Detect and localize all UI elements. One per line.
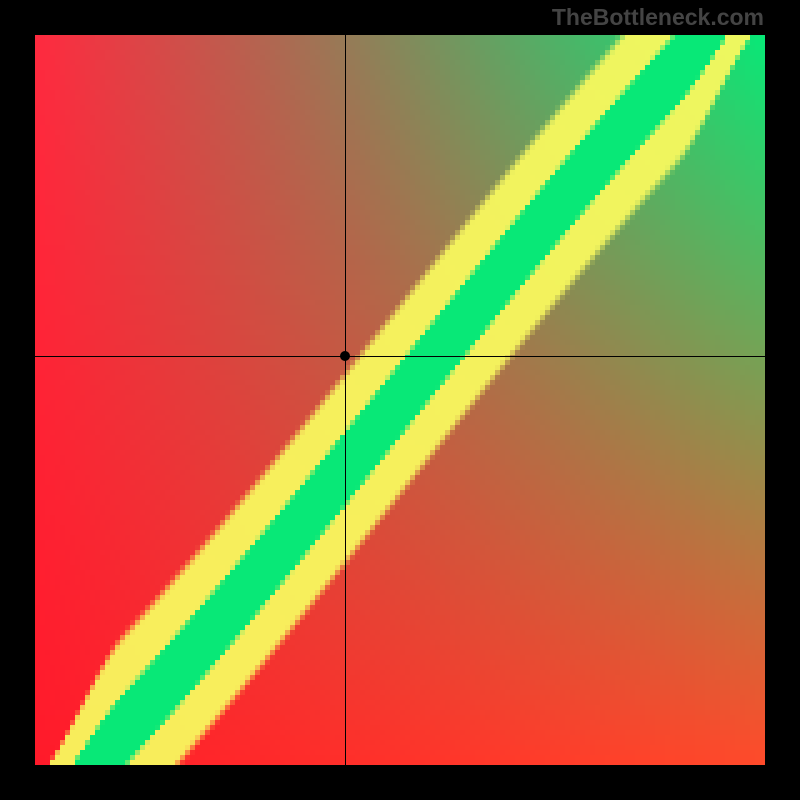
crosshair-vertical xyxy=(345,35,346,765)
bottleneck-heatmap xyxy=(35,35,765,765)
chart-container: TheBottleneck.com xyxy=(0,0,800,800)
crosshair-horizontal xyxy=(35,356,765,357)
watermark-text: TheBottleneck.com xyxy=(552,4,764,31)
